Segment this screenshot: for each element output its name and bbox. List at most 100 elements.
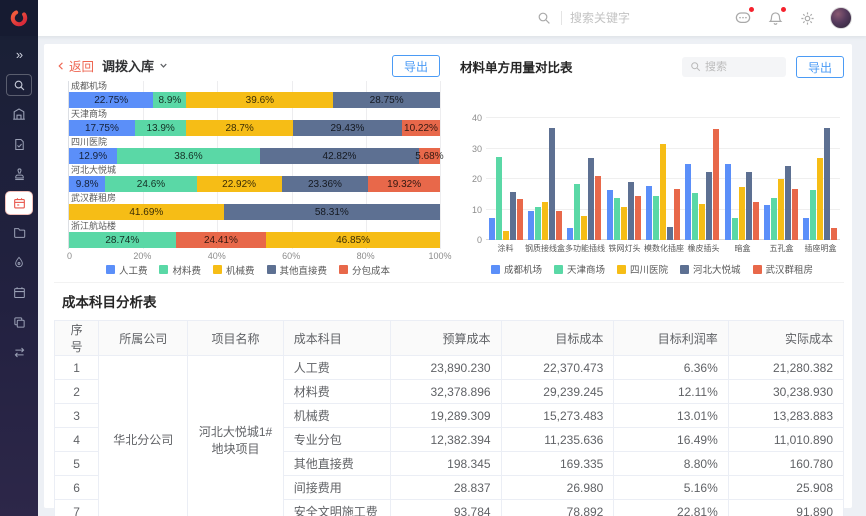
cell-margin: 16.49% [613, 427, 729, 452]
legend-item[interactable]: 武汉群租房 [752, 262, 813, 276]
document-icon [13, 138, 26, 151]
bar [770, 197, 777, 241]
export-button-left[interactable]: 导出 [391, 54, 440, 77]
legend-item[interactable]: 天津商场 [553, 262, 605, 277]
bell-icon[interactable] [766, 7, 786, 27]
global-search-input[interactable] [570, 11, 680, 25]
category-label: 成都机场 [71, 81, 108, 92]
legend-item[interactable]: 人工费 [105, 263, 147, 277]
stacked-legend: 人工费 材料费 机械费 其他直接费 分包成本 [56, 262, 440, 278]
x-category-label: 钢质接线盒 [525, 244, 565, 254]
segment-value: 22.92% [222, 178, 257, 190]
sidebar-item-copy[interactable] [5, 310, 33, 334]
copy-icon [13, 316, 26, 329]
gridline [143, 81, 145, 250]
cell-project: 河北大悦城1#地块项目 [187, 355, 284, 516]
search-icon[interactable] [535, 9, 553, 27]
chart-search-input[interactable] [704, 60, 769, 73]
transfer-icon [13, 346, 26, 359]
cell-actual: 160.780 [727, 451, 845, 476]
legend-item[interactable]: 机械费 [212, 263, 255, 277]
table-header-row: 序号 所属公司 项目名称 成本科目 预算成本 目标成本 目标利润率 实际成本 [53, 320, 845, 356]
search-icon [13, 79, 26, 92]
cell-no: 2 [53, 379, 100, 404]
sidebar-item-drop[interactable] [5, 250, 33, 274]
legend-item[interactable]: 成都机场 [490, 262, 542, 276]
stacked-bar-row: 河北大悦城 9.8% 24.6% 22.92% 23.36% 19.32% [69, 165, 440, 193]
segment-value: 28.75% [369, 94, 404, 106]
sidebar-item-folder[interactable] [5, 220, 33, 244]
category-label: 河北大悦城 [71, 165, 117, 176]
page-title-dropdown[interactable]: 调拨入库 [102, 56, 169, 75]
bar [724, 164, 731, 241]
sidebar-item-calendar[interactable] [5, 280, 33, 304]
bar [620, 206, 627, 241]
segment-value: 24.6% [136, 178, 166, 190]
bar [548, 127, 555, 241]
legend-item[interactable]: 材料费 [159, 263, 201, 277]
bar [627, 182, 634, 241]
legend-item[interactable]: 四川医院 [616, 262, 668, 276]
sidebar-item-cost-card[interactable] [6, 192, 32, 214]
message-icon[interactable] [734, 7, 754, 27]
segment-value: 19.32% [387, 178, 422, 190]
x-category-label: 橡皮插头 [687, 244, 720, 254]
table-row: 2 材料费 32,378.896 29,239.245 12.11% 30,238.930 [53, 379, 845, 404]
cell-actual: 11,010.890 [727, 427, 845, 452]
gear-icon[interactable] [798, 9, 816, 27]
back-link[interactable]: 返回 [56, 56, 94, 75]
bar-segment: 24.6% [105, 176, 197, 193]
table-row: 7 安全文明施工费 93.784 78.892 22.81% 91.890 [53, 499, 845, 516]
sidebar-item-transfer[interactable] [5, 340, 33, 364]
bar [595, 176, 602, 241]
legend-label: 材料费 [172, 265, 201, 277]
charts-row: 返回 调拨入库 导出 成都机场 22.75% 8.9% 39.6% 28.75% 天津商场… [54, 50, 844, 278]
bar-segment: 28.75% [333, 92, 440, 109]
legend-item[interactable]: 河北大悦城 [680, 262, 741, 276]
category-label: 武汉群租房 [71, 193, 117, 204]
bar [784, 165, 791, 241]
bar-segment: 46.85% [266, 232, 440, 249]
bar-segment: 19.32% [368, 176, 440, 193]
bar [541, 202, 548, 241]
cell-budget: 198.345 [390, 451, 502, 476]
gridline [291, 81, 293, 250]
stacked-x-axis: 0 20% 40% 60% 80% 100% [67, 250, 452, 262]
cost-card-icon [13, 197, 26, 210]
cell-target: 22,370.473 [500, 355, 615, 380]
category-label: 浙江航站楼 [71, 221, 117, 232]
legend-label: 机械费 [225, 265, 255, 277]
sidebar-item-expand[interactable]: » [5, 44, 33, 68]
avatar[interactable] [830, 7, 852, 29]
cell-margin: 22.81% [613, 499, 729, 516]
legend-label: 天津商场 [566, 265, 605, 277]
cell-actual: 13,283.883 [727, 403, 845, 428]
cell-budget: 12,382.394 [390, 427, 502, 452]
chart-title: 材料单方用量对比表 [460, 61, 573, 76]
legend-item[interactable]: 其他直接费 [266, 263, 327, 277]
stacked-bar-row: 浙江航站楼 28.74% 24.41% 46.85% [69, 221, 440, 249]
bar-segment: 5.68% [415, 148, 444, 165]
cell-margin: 8.80% [613, 451, 729, 476]
stacked-panel-header: 返回 调拨入库 导出 [56, 52, 440, 79]
grouped-x-axis: 涂料 钢质接线盒 多功能插线 铁网灯头 模数化插座 橡皮插头 暗盒 五孔盒 插座明盒 [486, 243, 840, 254]
brand-logo[interactable] [0, 0, 38, 36]
segment-value: 8.9% [158, 94, 182, 106]
sidebar-item-search[interactable] [6, 74, 32, 96]
legend-item[interactable]: 分包成本 [339, 263, 390, 277]
segment-value: 28.7% [225, 122, 254, 134]
chevron-left-icon [58, 61, 63, 70]
sidebar-item-building[interactable] [5, 102, 33, 126]
export-button-right[interactable]: 导出 [795, 55, 844, 78]
sidebar-item-document[interactable] [5, 132, 33, 156]
x-tick-label: 80% [356, 251, 375, 262]
bar [634, 196, 641, 241]
bar [731, 217, 738, 241]
sidebar-item-stamp[interactable] [5, 162, 33, 186]
bar [509, 191, 516, 241]
grouped-chart: 0 10 20 30 40 [472, 113, 840, 245]
segment-value: 46.85% [336, 234, 371, 246]
stacked-bar: 17.75% 13.9% 28.7% 29.43% 10.22% [69, 120, 440, 137]
legend-swatch [212, 265, 222, 275]
legend-swatch [159, 265, 169, 275]
